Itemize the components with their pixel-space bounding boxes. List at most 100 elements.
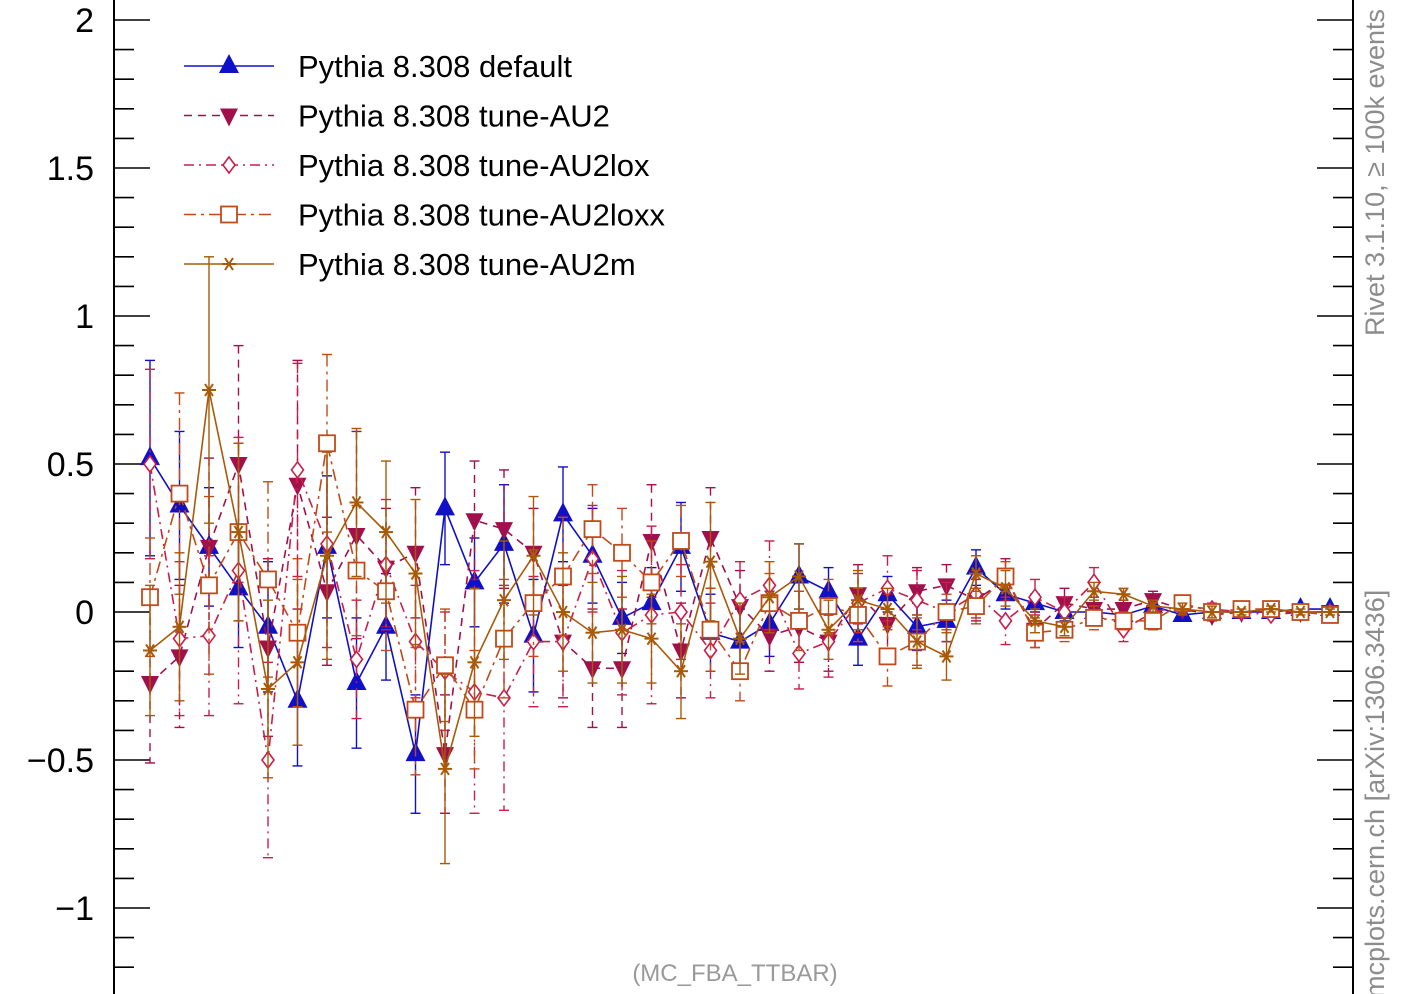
data-point (674, 664, 688, 678)
data-point (202, 383, 216, 397)
data-point (143, 643, 157, 658)
data-point (674, 602, 688, 622)
data-point (939, 649, 954, 663)
data-point (379, 525, 393, 539)
plot-frame (113, 0, 1354, 994)
y-tick-label: 1.5 (47, 150, 94, 188)
data-point (172, 620, 187, 634)
data-point (220, 205, 238, 224)
data-point (219, 54, 239, 73)
data-point (222, 257, 236, 271)
analysis-label: (MC_FBA_TTBAR) (632, 960, 838, 987)
legend-entry: Pythia 8.308 tune-AU2m (298, 247, 636, 282)
data-point (790, 611, 808, 630)
data-point (1146, 599, 1160, 613)
y-tick-label: 0.5 (47, 446, 94, 484)
data-point (320, 549, 334, 563)
y-tick-label: −1 (55, 890, 94, 928)
data-point (467, 655, 482, 669)
data-point (526, 549, 541, 563)
data-point (290, 460, 305, 480)
data-point (1323, 605, 1337, 619)
data-point (910, 635, 924, 649)
data-point (1114, 602, 1133, 621)
legend-entry: Pythia 8.308 tune-AU2 (298, 99, 610, 134)
data-point (998, 581, 1013, 595)
series-4 (143, 256, 1337, 865)
side-label-mcplots: mcplots.cern.ch [arXiv:1306.3436] (1360, 589, 1390, 994)
data-point (1085, 609, 1103, 627)
data-point (465, 513, 484, 532)
y-axis: −1 −0.5 0 0.5 1 1.5 2 (27, 2, 1353, 969)
data-point (436, 656, 454, 675)
data-point (733, 632, 747, 646)
data-point (259, 570, 277, 589)
side-labels: mcplots.cern.ch [arXiv:1306.3436] Rivet … (1352, 0, 1408, 994)
series-line (149, 443, 1331, 712)
data-point (261, 682, 275, 696)
data-point (1028, 587, 1042, 607)
data-point (851, 593, 865, 607)
data-point (1087, 584, 1101, 598)
data-point (170, 484, 189, 503)
data-point (613, 543, 631, 562)
data-point (583, 520, 602, 539)
data-point (642, 573, 661, 592)
data-point (435, 496, 455, 516)
data-point (644, 632, 659, 646)
data-point (878, 647, 897, 666)
data-point (406, 700, 425, 719)
data-point (998, 611, 1013, 631)
data-point (615, 623, 629, 637)
data-point (202, 626, 216, 646)
y-tick-label: 2 (75, 2, 94, 40)
data-point (318, 434, 336, 453)
side-label-rivet: Rivet 3.1.10, ≥ 100k events (1360, 8, 1390, 336)
data-point (200, 576, 218, 595)
data-point (553, 502, 573, 522)
data-point (967, 597, 985, 615)
data-point (143, 454, 157, 474)
data-point (703, 641, 718, 660)
data-point (937, 603, 956, 621)
data-point (1264, 602, 1278, 616)
legend: Pythia 8.308 default Pythia 8.308 tune-AU… (184, 49, 666, 282)
data-point (497, 593, 511, 607)
data-point (821, 623, 836, 637)
data-point (1144, 611, 1162, 630)
data-point (346, 671, 367, 691)
data-point (1234, 605, 1249, 619)
legend-entry: Pythia 8.308 tune-AU2lox (298, 148, 650, 183)
data-point (495, 522, 513, 541)
data-point (880, 602, 895, 616)
data-point (349, 650, 364, 669)
data-point (1293, 605, 1308, 619)
data-point (1057, 620, 1072, 634)
data-point (290, 655, 305, 669)
data-point (1028, 614, 1042, 628)
series-layer (140, 256, 1340, 865)
data-point (701, 620, 720, 639)
data-point (969, 566, 983, 581)
y-tick-label: 0 (75, 594, 94, 632)
data-point (222, 155, 236, 175)
data-point (526, 632, 541, 651)
data-point (349, 495, 364, 510)
data-point (762, 590, 777, 604)
y-tick-label: 1 (75, 298, 94, 336)
data-point (220, 108, 238, 127)
legend-entry: Pythia 8.308 default (298, 49, 572, 84)
data-point (672, 532, 690, 550)
y-tick-label: −0.5 (27, 742, 94, 780)
data-point (792, 569, 806, 584)
data-point (1175, 602, 1190, 616)
data-point (1114, 611, 1133, 630)
data-point (231, 525, 246, 539)
data-point (703, 555, 718, 569)
data-point (1116, 587, 1131, 601)
data-point (438, 762, 452, 776)
data-point (1205, 605, 1219, 619)
legend-entry: Pythia 8.308 tune-AU2loxx (298, 198, 666, 233)
data-point (848, 626, 868, 646)
